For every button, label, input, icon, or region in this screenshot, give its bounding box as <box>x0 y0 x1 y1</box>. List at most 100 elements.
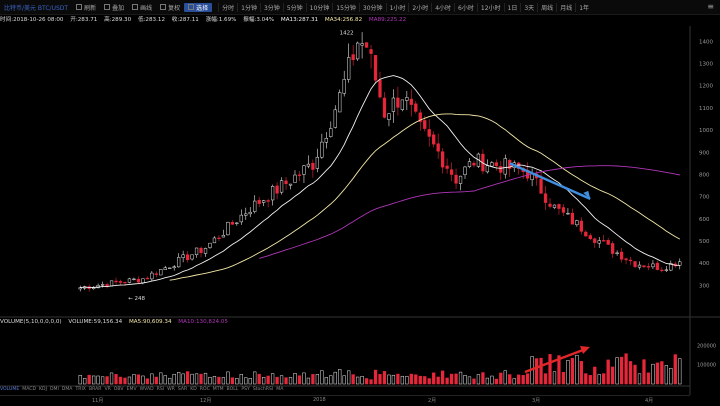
volume-bar <box>414 374 418 385</box>
candle-body <box>230 222 234 225</box>
candle-body <box>436 143 440 152</box>
volume-bar <box>499 372 503 385</box>
toolbar-button-2[interactable]: 画线 <box>128 3 156 12</box>
price-tick-label: 1000 <box>699 128 713 134</box>
indicator-tabs: VOLUME MACD KDJ DMI DMA TRIX BRAR VR OBV EMV WVAD R… <box>0 387 690 395</box>
indicator-tab[interactable]: RSI <box>156 387 165 392</box>
interval-tab[interactable]: 1小时 <box>385 2 409 12</box>
indicator-tab[interactable]: MACD <box>22 387 37 392</box>
volume-bar <box>293 373 297 385</box>
volume-bar <box>96 375 100 385</box>
adjust-icon <box>160 4 167 10</box>
indicator-tab[interactable]: ROC <box>199 387 210 392</box>
volume-bar <box>642 359 646 385</box>
volume-bar <box>512 378 516 385</box>
indicator-tab[interactable]: DMI <box>49 387 59 392</box>
volume-tick-label: 200000 <box>697 343 716 349</box>
interval-tab[interactable]: 5分钟 <box>282 2 306 12</box>
toolbar-button-1[interactable]: 叠加 <box>100 3 128 12</box>
interval-tab[interactable]: 1分钟 <box>237 2 260 12</box>
interval-tab[interactable]: 3分钟 <box>259 2 283 12</box>
volume-bar <box>92 375 96 385</box>
volume-bar <box>347 370 351 385</box>
interval-tab[interactable]: 15分钟 <box>332 2 359 12</box>
interval-tab[interactable]: 3天 <box>520 2 537 12</box>
indicator-tab[interactable]: TRIX <box>75 387 86 392</box>
interval-tab[interactable]: 1日 <box>503 2 521 12</box>
volume-bar <box>105 376 109 385</box>
indicator-tab[interactable]: SAR <box>177 387 188 392</box>
interval-tab[interactable]: 1年 <box>575 2 592 12</box>
price-tick-label: 400 <box>699 261 710 267</box>
interval-tab[interactable]: 10分钟 <box>305 2 333 12</box>
indicator-tab[interactable]: BRAR <box>88 387 102 392</box>
candle-body <box>351 54 355 61</box>
candle-body <box>499 166 503 173</box>
candle-body <box>405 97 409 101</box>
menu-icon[interactable]: ≡ <box>707 2 714 11</box>
indicator-tab[interactable]: DMA <box>61 387 73 392</box>
toolbar-button-3[interactable]: 复权 <box>156 3 184 12</box>
price-tick-label: 700 <box>699 195 710 201</box>
indicator-tab[interactable]: WR <box>167 387 175 392</box>
candle-body <box>284 180 288 185</box>
candle-body <box>127 278 132 283</box>
volume-bar <box>284 377 288 385</box>
candle-body <box>262 200 266 203</box>
time-label: 11月 <box>92 398 104 404</box>
info-amplitude: 振幅:3.04% <box>243 17 275 23</box>
volume-bar <box>584 373 588 385</box>
candle-body <box>642 265 646 268</box>
interval-tab[interactable]: 4小时 <box>431 2 454 12</box>
volume-bar <box>226 371 230 385</box>
volume-bar <box>324 377 328 385</box>
ma34-line <box>169 113 681 281</box>
candle-body <box>279 180 284 193</box>
indicator-tab[interactable]: MTM <box>212 387 224 392</box>
interval-tab[interactable]: 周线 <box>537 2 556 12</box>
volume-bar <box>373 369 378 385</box>
toolbar-button-label: 叠加 <box>112 4 125 12</box>
interval-tab[interactable]: 月线 <box>556 2 575 12</box>
indicator-tab[interactable]: KDJ <box>39 387 47 392</box>
indicator-tab[interactable]: BOLL <box>226 387 239 392</box>
candle-body <box>145 277 149 280</box>
candle-body <box>414 103 418 112</box>
candle-body <box>458 175 463 184</box>
candle-body <box>490 162 494 167</box>
volume-bar <box>526 373 530 385</box>
toolbar-button-0[interactable]: 刷新 <box>72 3 100 12</box>
candle-body <box>203 248 208 254</box>
volume-bar <box>606 359 610 385</box>
interval-tab[interactable]: 2小时 <box>408 2 431 12</box>
volume-bar <box>141 375 145 385</box>
candle-body <box>472 162 476 166</box>
info-low: 低:283.12 <box>137 17 166 23</box>
indicator-tab[interactable]: MA <box>276 387 284 392</box>
toolbar-button-4[interactable]: 选择 <box>184 2 213 12</box>
interval-tab[interactable]: 分时 <box>218 2 237 12</box>
indicator-tab[interactable]: StochRSI <box>252 387 274 392</box>
symbol-selector[interactable]: 比特币/美元 BTC/USDT <box>4 4 69 12</box>
candle-body <box>199 247 203 253</box>
candle-body <box>275 185 279 194</box>
indicator-tab[interactable]: OBV <box>113 387 124 392</box>
indicator-tab[interactable]: KD <box>190 387 197 392</box>
interval-tab[interactable]: 30分钟 <box>358 2 386 12</box>
volume-bar <box>244 377 248 385</box>
indicator-tab[interactable]: PSY <box>241 387 250 392</box>
candle-body <box>584 231 588 237</box>
interval-tab[interactable]: 6小时 <box>454 2 477 12</box>
volume-info-bar: VOLUME(5,10,0,0,0,0) VOLUME:59,156.34 MA… <box>0 319 720 328</box>
indicator-tab[interactable]: VR <box>104 387 111 392</box>
indicator-tab[interactable]: WVAD <box>139 387 154 392</box>
interval-tab[interactable]: 12小时 <box>476 2 504 12</box>
volume-bar <box>181 373 185 385</box>
volume-bar <box>382 371 387 385</box>
indicator-tab[interactable]: VOLUME <box>0 387 20 392</box>
time-label: 2018 <box>313 397 326 403</box>
indicator-tab[interactable]: EMV <box>126 387 137 392</box>
volume-bar <box>539 357 543 385</box>
candle-body <box>570 212 575 225</box>
